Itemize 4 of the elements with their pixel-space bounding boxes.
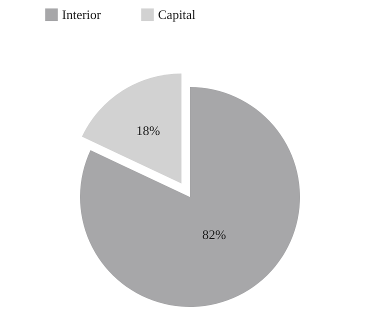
data-label: 18%: [136, 123, 160, 138]
legend-label: Capital: [158, 6, 196, 22]
data-label: 82%: [202, 226, 226, 242]
legend-label: Interior: [62, 6, 102, 22]
